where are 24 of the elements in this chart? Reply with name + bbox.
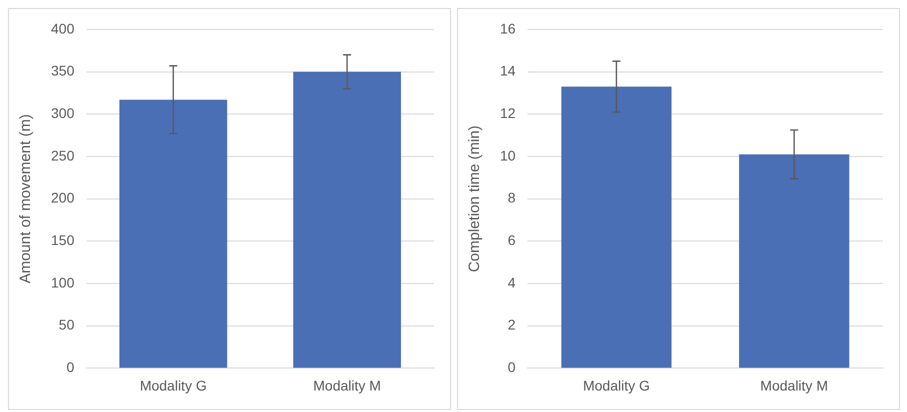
y-tick-label: 0	[66, 359, 75, 376]
y-tick-label: 200	[51, 190, 75, 206]
y-tick-label: 8	[508, 190, 516, 206]
y-tick-label: 50	[58, 316, 75, 333]
x-tick-label: Modality G	[140, 377, 207, 394]
y-tick-label: 0	[508, 359, 516, 376]
y-axis-title: Completion time (min)	[466, 125, 484, 272]
y-tick-label: 10	[500, 147, 516, 164]
y-tick-label: 150	[51, 232, 75, 248]
y-tick-label: 400	[51, 20, 75, 36]
x-tick-label: Modality M	[313, 377, 381, 394]
y-tick-label: 2	[508, 316, 516, 333]
y-tick-label: 100	[51, 274, 75, 290]
y-tick-label: 12	[500, 104, 516, 121]
y-tick-label: 14	[500, 62, 516, 79]
x-tick-label: Modality M	[760, 377, 828, 394]
y-tick-label: 300	[51, 104, 75, 121]
y-tick-label: 250	[51, 147, 75, 164]
y-tick-label: 16	[500, 20, 516, 36]
x-tick-label: Modality G	[582, 377, 650, 394]
y-tick-label: 6	[508, 232, 516, 248]
y-tick-label: 350	[51, 62, 75, 79]
y-tick-label: 4	[508, 274, 516, 290]
y-axis-title: Amount of movement (m)	[17, 114, 34, 284]
